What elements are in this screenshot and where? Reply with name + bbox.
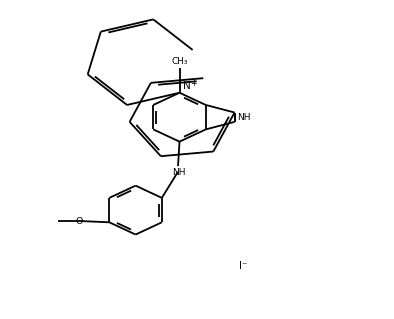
Text: N: N (183, 81, 190, 92)
Text: NH: NH (237, 113, 251, 122)
Text: NH: NH (172, 168, 186, 177)
Text: I⁻: I⁻ (240, 261, 248, 271)
Text: O: O (76, 217, 83, 226)
Text: CH₃: CH₃ (171, 57, 188, 66)
Text: +: + (190, 79, 197, 88)
